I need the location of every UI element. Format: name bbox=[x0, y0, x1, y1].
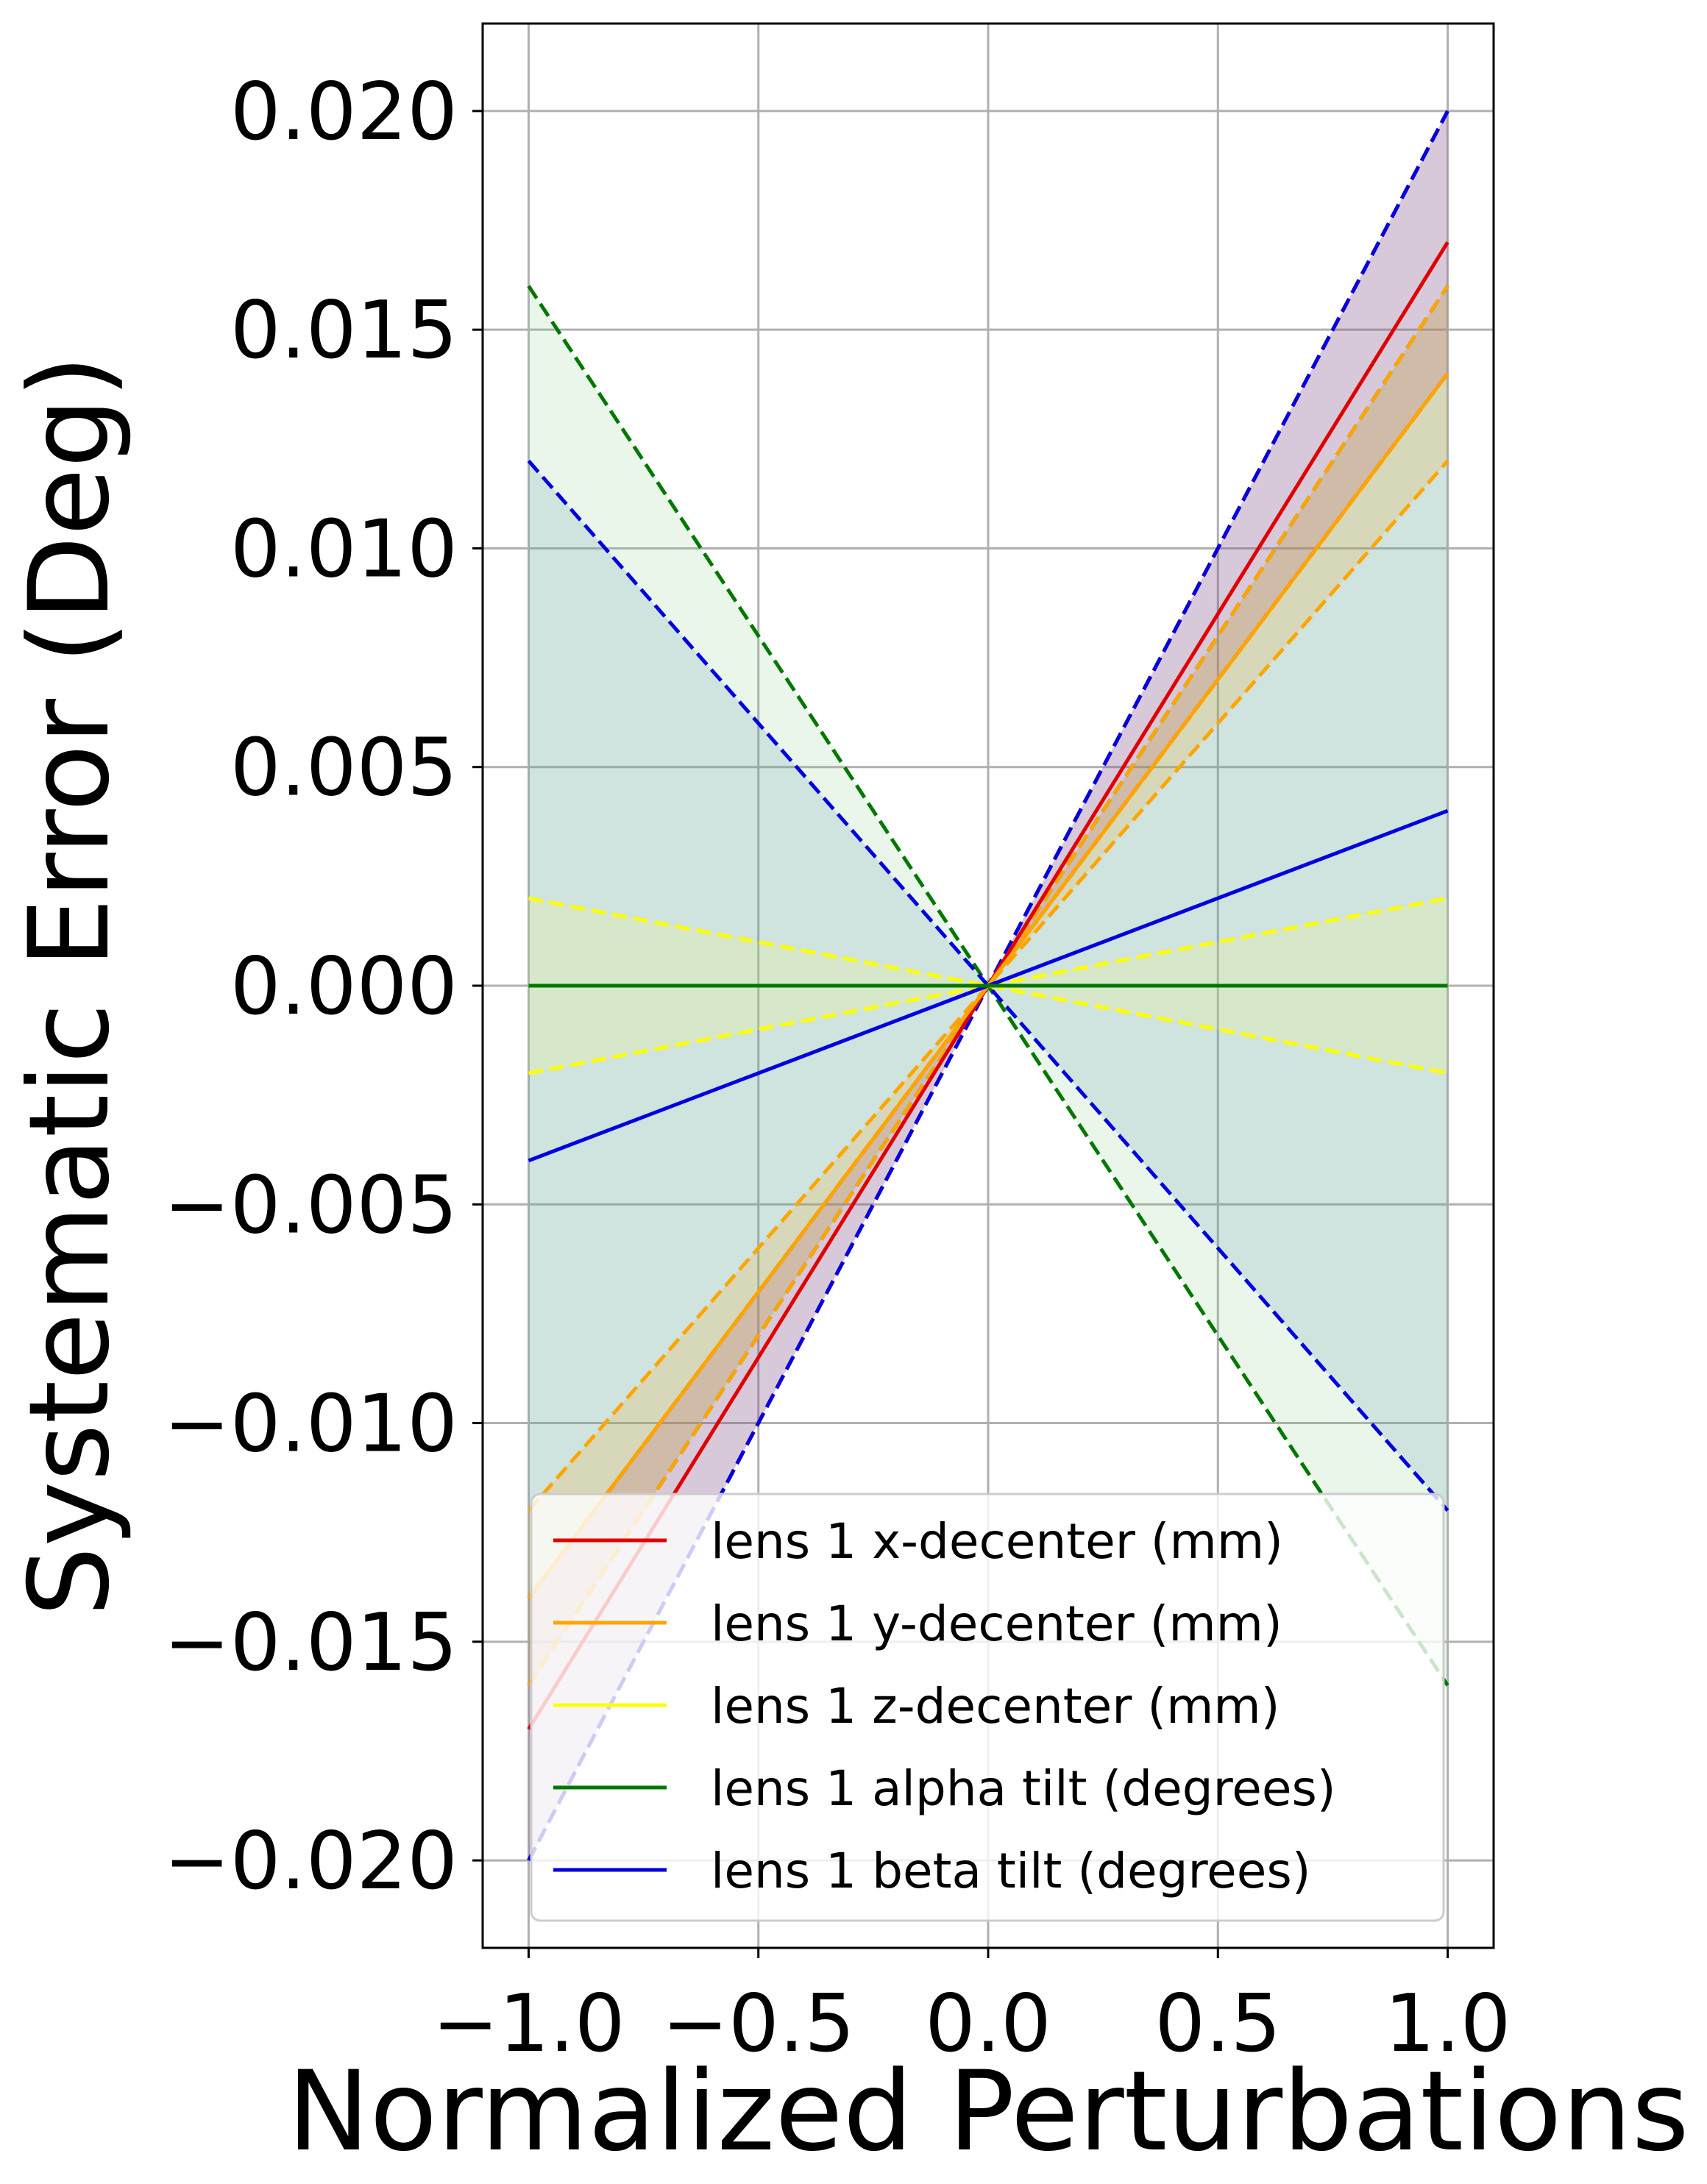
y-tick-label: 0.020 bbox=[230, 66, 458, 158]
y-tick-label: −0.020 bbox=[163, 1815, 458, 1907]
x-tick-label: 0.5 bbox=[1154, 1978, 1281, 2070]
y-axis-title: Systematic Error (Deg) bbox=[6, 355, 134, 1616]
x-tick-label: 0.0 bbox=[925, 1978, 1051, 2070]
legend: lens 1 x-decenter (mm) lens 1 y-decenter … bbox=[530, 1493, 1445, 1922]
legend-label: lens 1 beta tilt (degrees) bbox=[711, 1843, 1311, 1899]
x-axis-title: Normalized Perturbations bbox=[287, 2048, 1689, 2176]
legend-label: lens 1 y-decenter (mm) bbox=[711, 1596, 1282, 1652]
legend-label: lens 1 x-decenter (mm) bbox=[711, 1513, 1283, 1570]
y-tick-label: 0.015 bbox=[230, 285, 458, 377]
band-upper-line bbox=[528, 896, 1449, 1075]
x-tick-label: −0.5 bbox=[662, 1978, 855, 2070]
x-tick-label: −1.0 bbox=[432, 1978, 625, 2070]
y-tick-label: 0.000 bbox=[230, 941, 458, 1033]
y-tick-label: −0.010 bbox=[163, 1379, 458, 1470]
x-tick-label: 1.0 bbox=[1385, 1978, 1511, 2070]
y-tick-label: −0.005 bbox=[163, 1159, 458, 1251]
legend-box bbox=[530, 1493, 1445, 1922]
y-tick-label: −0.015 bbox=[163, 1597, 458, 1689]
y-tick-label: 0.005 bbox=[230, 722, 458, 814]
y-axis-ticks: 0.020 0.015 0.010 0.005 0.000 −0.005 −0.010 −0.… bbox=[163, 66, 483, 1907]
band-lower-line bbox=[528, 896, 1449, 1075]
legend-label: lens 1 alpha tilt (degrees) bbox=[711, 1760, 1336, 1817]
x-axis-ticks: −1.0 −0.5 0.0 0.5 1.0 bbox=[432, 1948, 1511, 2070]
series-lines bbox=[527, 241, 1449, 1731]
legend-label: lens 1 z-decenter (mm) bbox=[711, 1678, 1280, 1735]
band-upper-line bbox=[527, 459, 1449, 1512]
band-upper-line bbox=[527, 459, 1449, 1512]
y-tick-label: 0.010 bbox=[230, 503, 458, 595]
